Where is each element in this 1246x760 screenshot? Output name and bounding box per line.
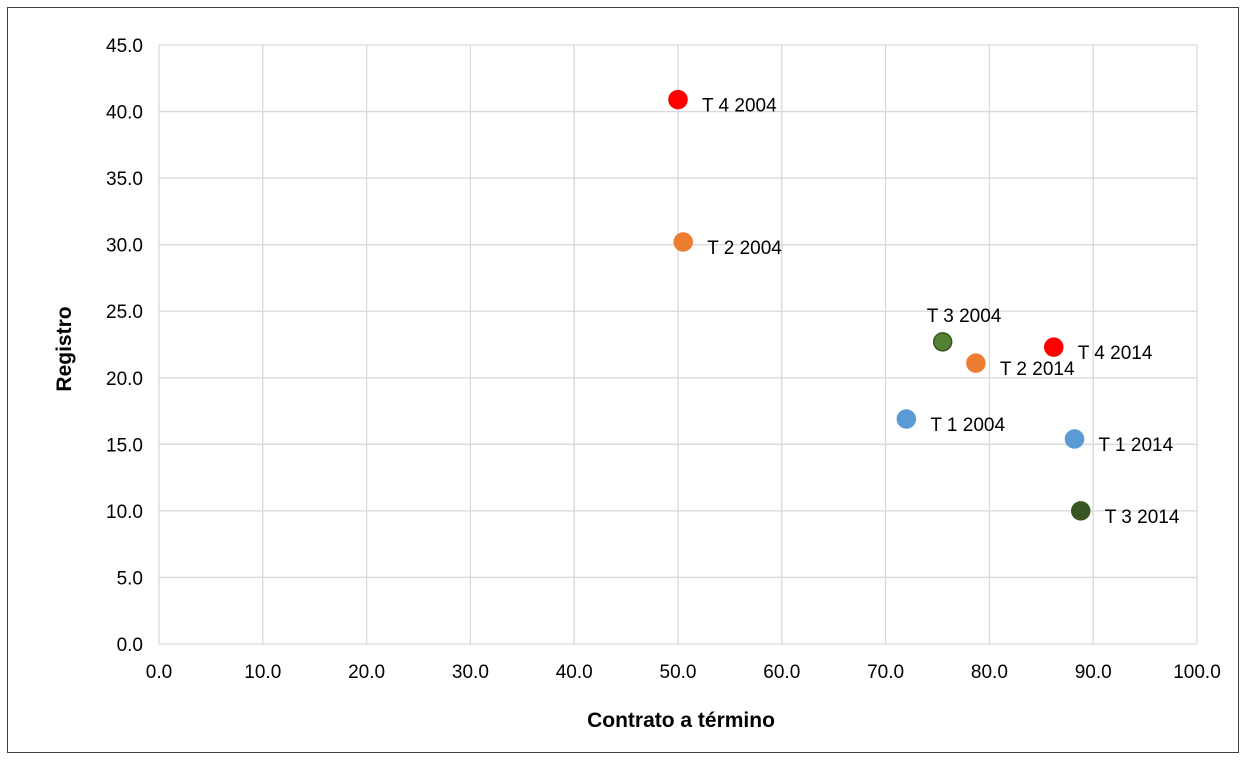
scatter-point — [966, 353, 986, 373]
point-label: T 2 2014 — [1000, 359, 1075, 380]
x-tick-label: 30.0 — [452, 662, 489, 683]
y-tick-label: 45.0 — [106, 36, 143, 57]
point-label: T 2 2004 — [707, 238, 782, 259]
y-tick-label: 25.0 — [106, 302, 143, 323]
y-tick-label: 5.0 — [117, 568, 143, 589]
scatter-point — [932, 332, 953, 352]
y-axis-ticks: 0.0 5.0 10.0 15.0 20.0 25.0 30.0 35.0 40.0 45.0 — [106, 36, 143, 656]
x-tick-label: 20.0 — [348, 662, 385, 683]
y-axis-title: Registro — [53, 306, 76, 391]
gridlines — [158, 44, 1198, 645]
x-tick-label: 40.0 — [556, 662, 593, 683]
point-label: T 3 2014 — [1105, 507, 1180, 528]
y-tick-label: 40.0 — [106, 103, 143, 124]
x-tick-label: 10.0 — [244, 662, 281, 683]
point-label: T 4 2004 — [702, 96, 777, 117]
point-label: T 3 2004 — [927, 306, 1002, 327]
scatter-chart: 0.0 5.0 10.0 15.0 20.0 25.0 30.0 35.0 40.0 45.0 0… — [53, 36, 1221, 732]
x-tick-label: 0.0 — [146, 662, 172, 683]
scatter-point — [896, 409, 917, 429]
scatter-point — [668, 89, 688, 110]
y-tick-label: 15.0 — [106, 435, 143, 456]
scatter-point — [1044, 337, 1064, 357]
x-tick-label: 60.0 — [763, 662, 800, 683]
x-axis-title: Contrato a término — [587, 709, 775, 732]
point-label: T 4 2014 — [1078, 343, 1153, 364]
x-axis-ticks: 0.0 10.0 20.0 30.0 40.0 50.0 60.0 70.0 80.0 90.0 1… — [146, 662, 1221, 683]
scatter-point — [1064, 429, 1085, 449]
point-label: T 1 2004 — [930, 415, 1005, 436]
x-tick-label: 70.0 — [867, 662, 904, 683]
x-tick-label: 50.0 — [660, 662, 697, 683]
x-tick-label: 100.0 — [1173, 662, 1221, 683]
scatter-point — [1070, 501, 1091, 521]
y-tick-label: 35.0 — [106, 169, 143, 190]
y-tick-label: 0.0 — [117, 635, 143, 656]
data-points — [668, 89, 1091, 521]
y-tick-label: 20.0 — [106, 369, 143, 390]
chart-area: 0.0 5.0 10.0 15.0 20.0 25.0 30.0 35.0 40.0 45.0 0… — [7, 7, 1239, 753]
scatter-point — [673, 232, 693, 252]
x-tick-label: 90.0 — [1075, 662, 1112, 683]
y-tick-label: 10.0 — [106, 502, 143, 523]
point-label: T 1 2014 — [1099, 435, 1174, 456]
x-tick-label: 80.0 — [971, 662, 1008, 683]
y-tick-label: 30.0 — [106, 236, 143, 257]
